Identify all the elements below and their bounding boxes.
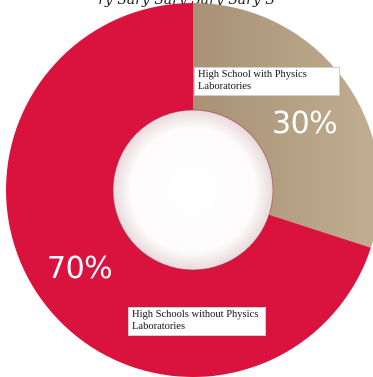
donut-hole-rim [112,109,274,271]
slice-label-with-labs: High School with Physics Laboratories [194,67,340,96]
slice-label-without-labs: High Schools without Physics Laboratorie… [128,307,266,336]
slice-percent-with-labs: 30% [272,106,338,141]
donut-hole [113,110,273,270]
slice-percent-without-labs: 70% [47,251,113,286]
